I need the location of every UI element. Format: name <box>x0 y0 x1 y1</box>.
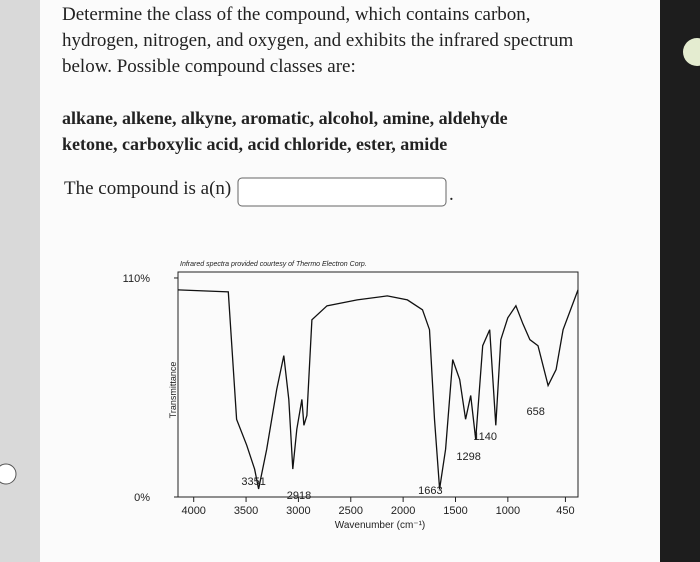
peak-label: 2918 <box>287 490 311 502</box>
chart-title: Infrared spectra provided courtesy of Th… <box>180 261 367 268</box>
peak-label: 1140 <box>473 431 497 443</box>
classes-line: ketone, carboxylic acid, acid chloride, … <box>62 134 447 154</box>
classes-line: alkane, alkene, alkyne, aromatic, alcoho… <box>62 108 508 128</box>
answer-box[interactable] <box>237 177 447 207</box>
y-tick-label: 110% <box>123 273 151 285</box>
plot-frame <box>177 271 579 498</box>
y-axis-label: Transmittance <box>168 362 178 419</box>
x-tick-label: 2500 <box>339 505 363 517</box>
x-tick-label: 3500 <box>234 505 258 517</box>
side-button <box>683 38 700 66</box>
answer-prompt-end: . <box>449 184 454 205</box>
question-line: below. Possible compound classes are: <box>62 56 356 77</box>
x-tick-label: 1000 <box>496 505 520 517</box>
question-line: hydrogen, nitrogen, and oxygen, and exhi… <box>62 30 573 51</box>
answer-prompt: The compound is a(n) <box>64 178 231 199</box>
peak-label: 1298 <box>456 451 480 463</box>
question-line: Determine the class of the compound, whi… <box>62 4 531 25</box>
document-panel <box>40 0 660 562</box>
x-tick-label: 4000 <box>181 505 205 517</box>
side-strip <box>660 0 700 562</box>
peak-label: 658 <box>526 406 544 418</box>
x-tick-label: 3000 <box>286 505 310 517</box>
peak-label: 3351 <box>241 476 265 488</box>
y-tick-label: 0% <box>134 492 150 504</box>
peak-label: 1663 <box>418 485 442 497</box>
spectrum-line <box>177 289 579 490</box>
x-tick-label: 1500 <box>443 505 467 517</box>
nav-button <box>0 463 17 485</box>
x-tick-label: 450 <box>556 505 574 517</box>
x-tick-label: 2000 <box>391 505 415 517</box>
x-axis-label: Wavenumber (cm⁻¹) <box>335 520 425 531</box>
